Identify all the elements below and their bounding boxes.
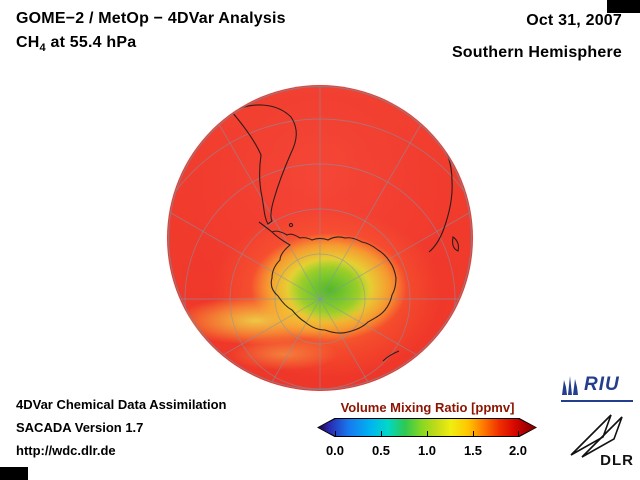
cathedral-icon bbox=[562, 376, 578, 395]
colorbar-tick-mark bbox=[381, 431, 382, 437]
corner-mark-top-right bbox=[607, 0, 640, 13]
pressure-level-label: at 55.4 hPa bbox=[45, 34, 137, 51]
colorbar-tick-mark bbox=[518, 431, 519, 437]
riu-logo: RIU bbox=[561, 375, 635, 403]
dlr-logo-text: DLR bbox=[600, 452, 634, 469]
figure-subtitle: CH4 at 55.4 hPa bbox=[16, 34, 136, 54]
version-caption: SACADA Version 1.7 bbox=[16, 420, 144, 435]
colorbar-tick-label: 1.0 bbox=[417, 443, 437, 458]
corner-mark-bottom-left bbox=[0, 467, 28, 480]
map-overlay bbox=[168, 86, 472, 390]
assimilation-caption: 4DVar Chemical Data Assimilation bbox=[16, 397, 227, 412]
hemisphere-label: Southern Hemisphere bbox=[451, 44, 622, 61]
coastline-antarctica bbox=[270, 230, 397, 334]
colorbar-gradient bbox=[318, 419, 536, 436]
dlr-logo: DLR bbox=[570, 407, 636, 471]
globe-rim bbox=[168, 86, 472, 390]
colorbar-tick-label: 2.0 bbox=[508, 443, 528, 458]
coastline-south-america bbox=[231, 104, 297, 225]
coastline-africa bbox=[428, 136, 453, 253]
coastline-antarctic-peninsula bbox=[258, 221, 273, 233]
dlr-logo-icon bbox=[570, 414, 623, 458]
colorbar bbox=[317, 418, 537, 437]
colorbar-title: Volume Mixing Ratio [ppmv] bbox=[340, 400, 515, 415]
colorbar-tick-label: 0.0 bbox=[325, 443, 345, 458]
figure-title: GOME−2 / MetOp − 4DVar Analysis bbox=[16, 10, 286, 27]
molecule-subscript: 4 bbox=[39, 42, 46, 55]
colorbar-tick-label: 0.5 bbox=[371, 443, 391, 458]
riu-logo-rule bbox=[561, 400, 633, 402]
coastline-new-zealand bbox=[382, 350, 400, 362]
colorbar-tick-label: 1.5 bbox=[463, 443, 483, 458]
date-label: Oct 31, 2007 bbox=[526, 12, 622, 29]
colorbar-tick-mark bbox=[335, 431, 336, 437]
coastline-madagascar bbox=[452, 236, 459, 252]
riu-logo-text: RIU bbox=[584, 374, 620, 395]
hemisphere-map bbox=[167, 85, 473, 391]
url-caption: http://wdc.dlr.de bbox=[16, 443, 116, 458]
coastline-falkland-islands bbox=[288, 222, 294, 228]
colorbar-tick-mark bbox=[427, 431, 428, 437]
colorbar-tick-mark bbox=[473, 431, 474, 437]
molecule-label: CH bbox=[16, 34, 40, 51]
